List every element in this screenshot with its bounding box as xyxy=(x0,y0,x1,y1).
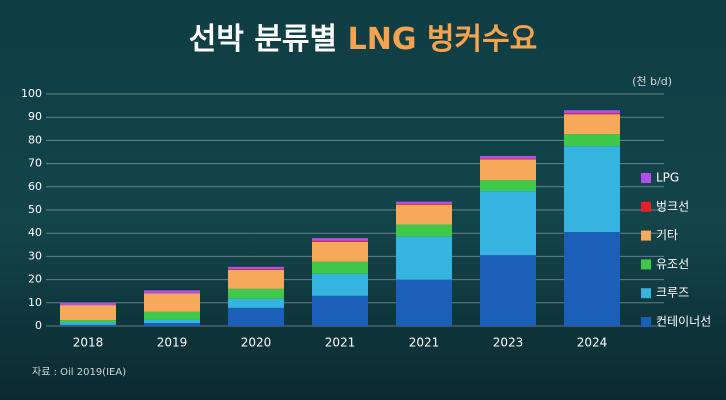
y-tick-label: 100 xyxy=(21,87,42,100)
bar-segment xyxy=(480,255,536,326)
bar-segment xyxy=(228,288,284,299)
bar-segment xyxy=(564,114,620,135)
bar-segment xyxy=(60,302,116,306)
bar-segment xyxy=(480,158,536,160)
y-tick-label: 10 xyxy=(28,296,42,309)
y-tick-label: 50 xyxy=(28,203,42,216)
bar-segment xyxy=(228,298,284,308)
y-tick-label: 70 xyxy=(28,157,42,170)
bar-segment xyxy=(228,269,284,289)
legend-swatch xyxy=(641,259,651,270)
bar-segment xyxy=(228,307,284,326)
bar-segment xyxy=(564,146,620,233)
bar-segment xyxy=(396,203,452,205)
legend-label: LPG xyxy=(656,171,679,185)
title-highlight: LNG 벙커수요 xyxy=(348,22,538,57)
bar-segment xyxy=(144,319,200,323)
legend-swatch xyxy=(641,288,651,299)
bar-segment xyxy=(396,204,452,225)
x-tick-label: 2018 xyxy=(73,336,104,350)
legend-label: 컨테이너선 xyxy=(656,315,711,329)
legend-label: 벙크선 xyxy=(656,199,689,213)
source: 자료 : Oil 2019(IEA) xyxy=(32,366,126,378)
bar-segment xyxy=(564,110,620,114)
bar-segment xyxy=(480,180,536,192)
bar-segment xyxy=(480,155,536,159)
bar-segment xyxy=(480,159,536,181)
bar-segment xyxy=(144,322,200,326)
x-tick-label: 2020 xyxy=(241,336,272,350)
y-tick-label: 40 xyxy=(28,226,42,239)
bar-segment xyxy=(144,311,200,320)
bar-segment xyxy=(312,261,368,274)
legend-swatch xyxy=(641,317,651,327)
bar-segment xyxy=(396,279,452,326)
bar-segment xyxy=(312,241,368,262)
x-tick-label: 2024 xyxy=(577,336,608,350)
y-tick-label: 0 xyxy=(35,319,42,332)
bar-segment xyxy=(312,238,368,241)
bar-segment xyxy=(228,269,284,270)
y-tick-label: 90 xyxy=(28,110,42,123)
chart-title: 선박 분류별 LNG 벙커수요 xyxy=(189,22,538,57)
legend-label: 유조선 xyxy=(656,257,689,271)
legend-swatch xyxy=(641,230,651,241)
bar-segment xyxy=(312,273,368,296)
bar-segment xyxy=(312,240,368,242)
y-tick-label: 60 xyxy=(28,180,42,193)
bar-segment xyxy=(396,224,452,237)
bar-segment xyxy=(564,113,620,115)
x-tick-label: 2021 xyxy=(409,336,440,350)
bar-segment xyxy=(480,191,536,256)
bar-segment xyxy=(60,322,116,325)
bar-segment xyxy=(312,295,368,326)
legend-label: 기타 xyxy=(656,228,678,242)
legend-swatch xyxy=(641,173,651,183)
bar-segment xyxy=(60,320,116,323)
bar-segment xyxy=(396,236,452,280)
bar-segment xyxy=(60,324,116,326)
legend-label: 크루즈 xyxy=(656,286,689,300)
x-tick-label: 2021 xyxy=(325,336,356,350)
bar-segment xyxy=(564,134,620,147)
unit-label: (천 b/d) xyxy=(632,74,672,88)
y-tick-label: 30 xyxy=(28,249,42,262)
title-main: 선박 분류별 xyxy=(189,22,337,57)
x-tick-label: 2023 xyxy=(493,336,524,350)
bar-segment xyxy=(60,305,116,321)
x-tick-label: 2019 xyxy=(157,336,188,350)
legend-swatch xyxy=(641,201,651,212)
y-tick-label: 20 xyxy=(28,273,42,286)
bar-segment xyxy=(228,266,284,270)
y-tick-label: 80 xyxy=(28,133,42,146)
bar-segment xyxy=(564,232,620,326)
bar-segment xyxy=(144,293,200,312)
bar-segment xyxy=(396,201,452,204)
bar-segment xyxy=(144,290,200,294)
